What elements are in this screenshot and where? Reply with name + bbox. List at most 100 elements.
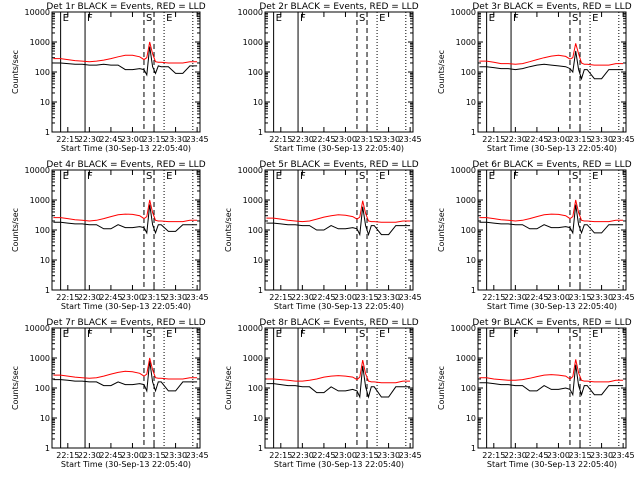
x-tick-label: 22:45 <box>312 135 335 144</box>
x-tick-label: 22:30 <box>291 135 314 144</box>
x-tick-label: 22:15 <box>482 451 505 460</box>
series-events-line <box>266 206 411 237</box>
x-axis-label: Start Time (30-Sep-13 22:05:40) <box>487 460 617 469</box>
y-tick-label: 10000 <box>238 166 263 175</box>
x-tick-label: 23:45 <box>186 451 209 460</box>
x-tick-label: 23:45 <box>399 293 422 302</box>
series-lld-line <box>53 199 198 223</box>
y-tick-label: 1000 <box>30 354 50 363</box>
y-axis-label: Counts/sec <box>11 50 20 94</box>
vline-label: E <box>276 329 282 340</box>
y-axis-label: Counts/sec <box>11 208 20 252</box>
x-tick-label: 22:15 <box>56 293 79 302</box>
y-tick-label: 10000 <box>25 324 50 333</box>
y-tick-label: 1 <box>45 128 50 137</box>
x-tick-label: 22:30 <box>504 135 527 144</box>
x-tick-label: 22:15 <box>269 451 292 460</box>
x-tick-label: 22:45 <box>312 451 335 460</box>
y-tick-label: 1000 <box>456 354 476 363</box>
y-tick-label: 10000 <box>451 166 476 175</box>
x-tick-label: 23:00 <box>334 293 357 302</box>
x-tick-label: 22:15 <box>269 293 292 302</box>
y-tick-label: 1000 <box>456 38 476 47</box>
x-tick-label: 22:30 <box>291 293 314 302</box>
y-tick-label: 10000 <box>238 324 263 333</box>
vline-label: S <box>359 329 365 340</box>
x-tick-label: 23:45 <box>612 451 635 460</box>
y-tick-label: 1 <box>471 286 476 295</box>
plot-frame <box>51 11 201 133</box>
vline-label: F <box>300 171 306 182</box>
x-axis-label: Start Time (30-Sep-13 22:05:40) <box>274 302 404 311</box>
vline-label: F <box>87 329 93 340</box>
panel-title: Det 4r BLACK = Events, RED = LLD <box>46 160 205 170</box>
y-tick-label: 100 <box>35 384 50 393</box>
y-axis-label: Counts/sec <box>11 366 20 410</box>
x-tick-label: 22:45 <box>525 135 548 144</box>
x-tick-label: 22:45 <box>525 293 548 302</box>
x-tick-label: 22:15 <box>482 135 505 144</box>
y-tick-label: 100 <box>461 384 476 393</box>
vline-label: E <box>592 329 598 340</box>
x-tick-label: 23:00 <box>547 135 570 144</box>
y-tick-label: 100 <box>35 68 50 77</box>
x-tick-label: 23:00 <box>121 293 144 302</box>
x-axis-label: Start Time (30-Sep-13 22:05:40) <box>61 302 191 311</box>
y-tick-label: 10 <box>466 98 476 107</box>
panel-title: Det 9r BLACK = Events, RED = LLD <box>472 318 631 328</box>
vline-label: E <box>379 329 385 340</box>
panel-title: Det 6r BLACK = Events, RED = LLD <box>472 160 631 170</box>
y-tick-label: 100 <box>248 226 263 235</box>
x-tick-label: 23:15 <box>142 451 165 460</box>
vline-label: E <box>379 171 385 182</box>
y-tick-label: 1 <box>45 444 50 453</box>
x-axis-label: Start Time (30-Sep-13 22:05:40) <box>61 460 191 469</box>
vline-label: F <box>300 329 306 340</box>
x-axis-label: Start Time (30-Sep-13 22:05:40) <box>487 302 617 311</box>
x-tick-label: 23:45 <box>399 451 422 460</box>
vline-label: S <box>572 171 578 182</box>
x-tick-label: 23:15 <box>355 451 378 460</box>
panel-6: Det 6r BLACK = Events, RED = LLD 1 10 100 10… <box>437 160 635 311</box>
x-tick-label: 22:30 <box>78 135 101 144</box>
y-tick-label: 10 <box>40 414 50 423</box>
x-tick-label: 22:15 <box>56 451 79 460</box>
series-events-line <box>479 204 624 235</box>
x-tick-label: 23:15 <box>142 135 165 144</box>
panel-9: Det 9r BLACK = Events, RED = LLD 1 10 100 10… <box>437 318 635 469</box>
vline-label: S <box>359 171 365 182</box>
y-tick-label: 100 <box>248 68 263 77</box>
series-events-line <box>53 360 198 393</box>
plot-frame <box>264 169 414 291</box>
x-tick-label: 23:00 <box>334 135 357 144</box>
x-tick-label: 22:45 <box>99 293 122 302</box>
x-tick-label: 22:30 <box>291 451 314 460</box>
series-events-line <box>266 365 411 399</box>
plot-frame <box>477 11 627 133</box>
y-tick-label: 1000 <box>30 196 50 205</box>
y-tick-label: 10000 <box>238 8 263 17</box>
x-tick-label: 22:30 <box>504 293 527 302</box>
vline-label: F <box>513 13 519 24</box>
x-tick-label: 23:30 <box>164 293 187 302</box>
x-tick-label: 23:00 <box>121 451 144 460</box>
y-tick-label: 1000 <box>243 38 263 47</box>
y-tick-label: 10000 <box>25 8 50 17</box>
x-tick-label: 23:15 <box>355 293 378 302</box>
plot-frame <box>264 11 414 133</box>
x-tick-label: 22:30 <box>78 293 101 302</box>
series-lld-line <box>266 359 411 384</box>
series-lld-line <box>479 359 624 383</box>
x-tick-label: 23:45 <box>399 135 422 144</box>
vline-label: S <box>572 329 578 340</box>
vline-label: E <box>489 171 495 182</box>
panel-2: Det 2r BLACK = Events, RED = LLD 1 10 100 10… <box>238 2 422 153</box>
y-tick-label: 1 <box>471 444 476 453</box>
x-tick-label: 23:45 <box>612 135 635 144</box>
y-tick-label: 1 <box>258 286 263 295</box>
vline-label: E <box>276 13 282 24</box>
x-axis-label: Start Time (30-Sep-13 22:05:40) <box>274 144 404 153</box>
y-tick-label: 10 <box>466 414 476 423</box>
x-tick-label: 23:45 <box>186 135 209 144</box>
